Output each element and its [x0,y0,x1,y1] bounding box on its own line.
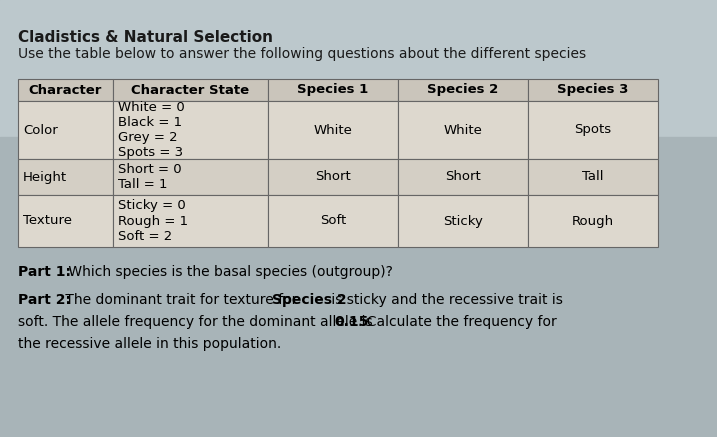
Text: The dominant trait for texture for: The dominant trait for texture for [61,293,302,307]
Text: Character: Character [29,83,103,97]
Text: is sticky and the recessive trait is: is sticky and the recessive trait is [327,293,563,307]
Text: Part 1:: Part 1: [18,265,71,279]
Bar [528,195,658,247]
Bar [398,159,528,195]
Text: Species 2: Species 2 [272,293,346,307]
Text: Short: Short [315,170,351,184]
Text: Sticky: Sticky [443,215,483,228]
Bar [268,195,398,247]
Text: Species 3: Species 3 [557,83,629,97]
Text: Color: Color [23,124,58,136]
Text: soft. The allele frequency for the dominant allele is: soft. The allele frequency for the domin… [18,315,377,329]
Bar [528,79,658,101]
Bar [398,79,528,101]
Bar [18,101,113,159]
Text: White: White [444,124,483,136]
Bar [113,159,268,195]
Text: Character State: Character State [131,83,250,97]
Bar [18,79,113,101]
Bar [268,79,398,101]
Text: White = 0
Black = 1
Grey = 2
Spots = 3: White = 0 Black = 1 Grey = 2 Spots = 3 [118,101,185,159]
Text: Spots: Spots [574,124,612,136]
Text: Species 1: Species 1 [298,83,369,97]
Bar [18,159,113,195]
Bar [113,79,268,101]
Text: Texture: Texture [23,215,72,228]
Bar [113,101,268,159]
Bar [268,101,398,159]
Bar [528,159,658,195]
Bar [528,101,658,159]
Bar [113,195,268,247]
Circle shape [320,0,480,97]
Bar [268,159,398,195]
Circle shape [180,0,620,237]
Text: . Calculate the frequency for: . Calculate the frequency for [358,315,557,329]
Text: Short: Short [445,170,481,184]
Text: Species 2: Species 2 [427,83,498,97]
Text: the recessive allele in this population.: the recessive allele in this population. [18,337,281,351]
Text: Use the table below to answer the following questions about the different specie: Use the table below to answer the follow… [18,47,586,61]
Bar [398,195,528,247]
Text: Part 2:: Part 2: [18,293,71,307]
Text: White: White [313,124,353,136]
Text: Height: Height [23,170,67,184]
Text: Cladistics & Natural Selection: Cladistics & Natural Selection [18,30,273,45]
Text: Rough: Rough [572,215,614,228]
Text: Which species is the basal species (outgroup)?: Which species is the basal species (outg… [64,265,393,279]
Text: Sticky = 0
Rough = 1
Soft = 2: Sticky = 0 Rough = 1 Soft = 2 [118,200,188,243]
Text: Soft: Soft [320,215,346,228]
Bar [0,137,717,437]
Bar [18,195,113,247]
Text: Tall: Tall [582,170,604,184]
Bar [0,0,717,137]
Bar [398,101,528,159]
Text: Short = 0
Tall = 1: Short = 0 Tall = 1 [118,163,181,191]
Circle shape [260,0,540,157]
Text: 0.15: 0.15 [334,315,369,329]
